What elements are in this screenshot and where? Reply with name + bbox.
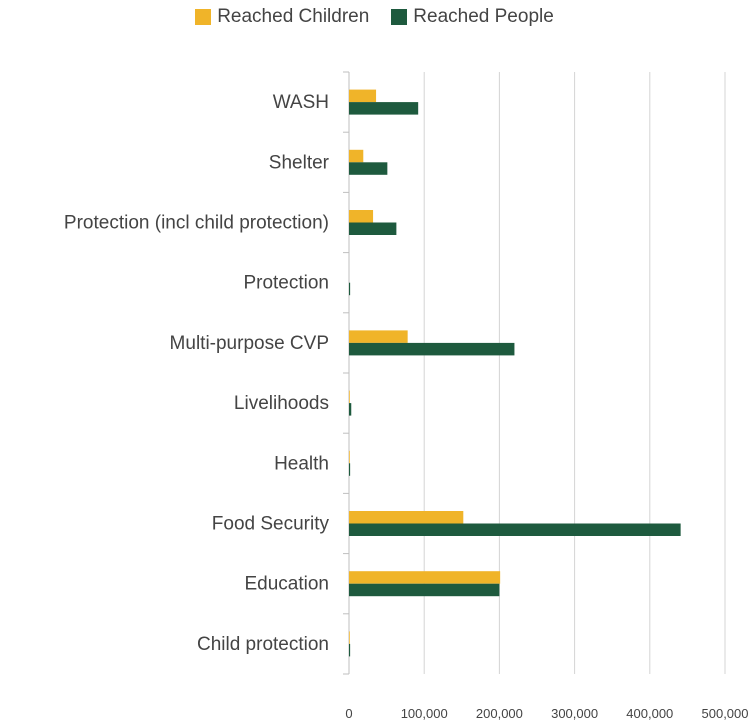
- legend-item-people: Reached People: [391, 6, 554, 28]
- category-label: Education: [244, 574, 329, 595]
- bar-reached-children: [349, 571, 501, 584]
- x-tick-label: 200,000: [476, 706, 523, 721]
- bar-reached-children: [349, 149, 364, 163]
- category-label: Protection: [243, 273, 329, 294]
- bar-reached-children: [349, 390, 350, 404]
- category-label: Child protection: [197, 634, 329, 655]
- legend-item-children: Reached Children: [195, 6, 369, 28]
- category-label: Protection (incl child protection): [64, 213, 329, 234]
- bar-reached-children: [349, 210, 374, 223]
- legend-label-people: Reached People: [413, 6, 554, 27]
- category-label: Multi-purpose CVP: [170, 333, 329, 354]
- category-label: Livelihoods: [234, 393, 329, 414]
- bar-reached-children: [349, 511, 464, 524]
- bar-reached-people: [349, 282, 351, 296]
- bar-reached-people: [349, 162, 388, 175]
- bar-reached-children: [349, 450, 350, 464]
- bar-reached-people: [349, 102, 419, 115]
- chart-legend: Reached Children Reached People: [0, 6, 749, 28]
- legend-swatch-children: [195, 9, 212, 25]
- x-tick-label: 100,000: [401, 706, 448, 721]
- category-label: Food Security: [212, 514, 330, 535]
- bar-reached-people: [349, 463, 351, 476]
- bar-reached-people: [349, 583, 500, 597]
- bar-reached-people: [349, 523, 681, 536]
- bar-reached-people: [349, 643, 351, 657]
- category-label: Shelter: [269, 152, 330, 173]
- x-tick-label: 500,000: [702, 706, 749, 721]
- x-tick-label: 300,000: [551, 706, 598, 721]
- bar-reached-children: [349, 330, 408, 343]
- bar-reached-people: [349, 222, 397, 235]
- x-tick-label: 0: [345, 706, 352, 721]
- bar-reached-people: [349, 342, 515, 356]
- bar-reached-children: [349, 89, 377, 103]
- bar-reached-children: [349, 631, 350, 644]
- legend-swatch-people: [391, 9, 408, 25]
- legend-label-children: Reached Children: [217, 6, 370, 27]
- category-label: WASH: [273, 92, 329, 113]
- category-label: Health: [274, 453, 329, 474]
- bar-reached-people: [349, 403, 352, 416]
- x-tick-label: 400,000: [626, 706, 673, 721]
